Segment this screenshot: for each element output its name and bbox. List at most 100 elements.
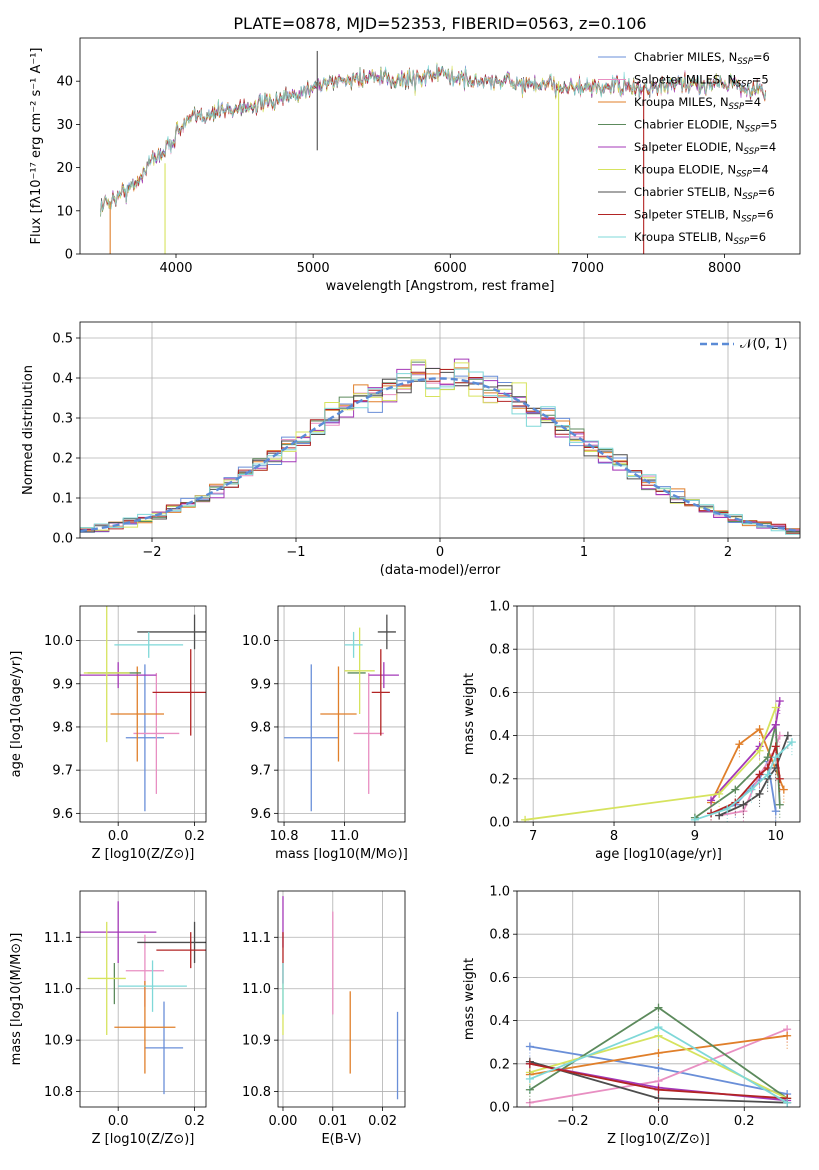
plot-area	[80, 901, 206, 1095]
legend-subscript: SSP	[745, 125, 761, 135]
axes-frame	[79, 37, 801, 255]
tick-label-x: −2	[142, 545, 161, 560]
tick-label-x: 0.2	[734, 1114, 755, 1129]
weight-line	[694, 741, 793, 821]
tick-label-y: 0.5	[52, 332, 73, 347]
tick-label-y: 20	[56, 161, 73, 176]
y-axis-label: Normed distribution	[21, 365, 36, 495]
weight-line	[524, 707, 777, 821]
tick-label-x: 0.2	[184, 829, 205, 844]
tick-label-x: 0.01	[318, 1114, 347, 1129]
plot-area	[80, 606, 206, 812]
histogram-series	[80, 359, 800, 534]
tick-label-y: 0	[65, 248, 73, 263]
chart-mass-vs-Z: 0.0 0.2 10.8 10.9 11.0 11.1 Z [log10(Z/Z⊙)] mas…	[9, 890, 207, 1147]
tick-label-y: 9.7	[52, 764, 73, 779]
chart-spectrum: 4000 5000 6000 7000 8000 0 10 20 30 40 wavelength …	[29, 37, 801, 294]
tick-label-x: 0.0	[648, 1114, 669, 1129]
tick-label-x: 11.0	[330, 829, 359, 844]
x-axis-label: Z [log10(Z/Z⊙)]	[92, 1132, 195, 1147]
tick-label-x: 10.8	[270, 829, 299, 844]
tick-label-x: 2	[724, 545, 732, 560]
y-axis-label: age [log10(age/yr)]	[9, 651, 24, 778]
legend-entry: Chabrier MILES, NSSP=6	[634, 50, 770, 67]
x-axis-label: Z [log10(Z/Z⊙)]	[92, 847, 195, 862]
tick-label-x: 7	[529, 829, 537, 844]
legend-entry: Kroupa STELIB, NSSP=6	[634, 230, 766, 247]
tick-label-x: 0.0	[108, 829, 129, 844]
axes-frame	[79, 890, 207, 1108]
x-axis-label: age [log10(age/yr)]	[595, 847, 722, 862]
legend-subscript: SSP	[729, 102, 745, 112]
tick-label-y: 0.2	[489, 1057, 510, 1072]
plot-area	[521, 697, 796, 822]
legend-entry: Salpeter ELODIE, NSSP=4	[634, 140, 776, 157]
tick-label-y: 0.4	[489, 729, 510, 744]
tick-label-y: 10.8	[44, 1085, 73, 1100]
x-axis-label: (data-model)/error	[380, 563, 501, 578]
legend-entry: Chabrier ELODIE, NSSP=5	[634, 118, 777, 135]
tick-label-y: 11.0	[44, 982, 73, 997]
legend-entry: Salpeter STELIB, NSSP=6	[634, 208, 774, 225]
tick-label-y: 0.0	[489, 816, 510, 831]
tick-label-y: 9.7	[250, 764, 271, 779]
tick-label-y: 10.9	[242, 1034, 271, 1049]
y-axis-label: mass weight	[462, 958, 477, 1040]
tick-label-x: 7000	[571, 261, 604, 276]
axes-frame	[277, 890, 406, 1108]
axes-frame	[516, 890, 801, 1108]
tick-label-y: 0.1	[52, 492, 73, 507]
legend-subscript: SSP	[742, 192, 758, 202]
legend-value: =4	[744, 95, 761, 109]
tick-label-x: 4000	[159, 261, 192, 276]
legend-value: =5	[752, 73, 769, 87]
spectrum-line	[100, 63, 767, 213]
y-axis-label: Flux [fλ10⁻¹⁷ erg cm⁻² s⁻¹ A⁻¹]	[29, 48, 44, 245]
tick-label-y: 9.9	[250, 677, 271, 692]
legend-entry: Kroupa MILES, NSSP=4	[634, 95, 761, 112]
x-axis-label: wavelength [Angstrom, rest frame]	[326, 279, 555, 294]
tick-label-y: 0.2	[52, 452, 73, 467]
chart-weight-vs-Z: −0.2 0.0 0.2 0.0 0.2 0.4 0.6 0.8 1.0 Z [log10(Z/Z…	[462, 885, 801, 1147]
tick-label-y: 11.1	[44, 931, 73, 946]
tick-label-y: 0.4	[52, 372, 73, 387]
tick-label-x: 0.00	[269, 1114, 298, 1129]
x-axis-label: Z [log10(Z/Z⊙)]	[607, 1132, 710, 1147]
legend-value: =6	[749, 230, 766, 244]
legend-value: =6	[757, 208, 774, 222]
plot-area	[284, 614, 399, 812]
tick-label-x: 5000	[297, 261, 330, 276]
legend-entry: 𝒩(0, 1)	[740, 337, 787, 352]
legend-subscript: SSP	[734, 237, 750, 247]
tick-label-y: 11.0	[242, 982, 271, 997]
axes-frame	[79, 321, 801, 539]
tick-label-y: 9.8	[250, 720, 271, 735]
chart-mass-vs-ebv: 0.00 0.01 0.02 10.8 10.9 11.0 11.1 E(B-V)	[242, 890, 406, 1147]
tick-label-x: 8000	[708, 261, 741, 276]
legend-subscript: SSP	[744, 147, 760, 157]
tick-label-y: 11.1	[242, 931, 271, 946]
legend-value: =4	[759, 140, 776, 154]
legend-value: =4	[752, 163, 769, 177]
chart-age-vs-Z: 0.0 0.2 9.6 9.7 9.8 9.9 10.0 Z [log10(Z/Z⊙)] age…	[9, 605, 207, 862]
plot-area	[80, 358, 800, 535]
tick-label-y: 0.8	[489, 643, 510, 658]
tick-label-y: 0.6	[489, 971, 510, 986]
tick-label-y: 0.6	[489, 686, 510, 701]
tick-label-y: 9.8	[52, 720, 73, 735]
tick-label-y: 10.0	[44, 634, 73, 649]
tick-label-y: 0.0	[52, 532, 73, 547]
tick-label-y: 1.0	[489, 885, 510, 900]
tick-label-y: 0.4	[489, 1014, 510, 1029]
tick-label-x: 10	[767, 829, 784, 844]
legend-subscript: SSP	[741, 215, 757, 225]
tick-label-y: 10	[56, 204, 73, 219]
tick-label-y: 40	[56, 75, 73, 90]
legend-subscript: SSP	[737, 57, 753, 67]
y-axis-label: mass weight	[462, 673, 477, 755]
tick-label-x: 6000	[434, 261, 467, 276]
legend-subscript: SSP	[736, 80, 752, 90]
x-axis-label: E(B-V)	[321, 1132, 361, 1147]
legend: Chabrier MILES, NSSP=6 Salpeter MILES, NS…	[598, 50, 777, 247]
